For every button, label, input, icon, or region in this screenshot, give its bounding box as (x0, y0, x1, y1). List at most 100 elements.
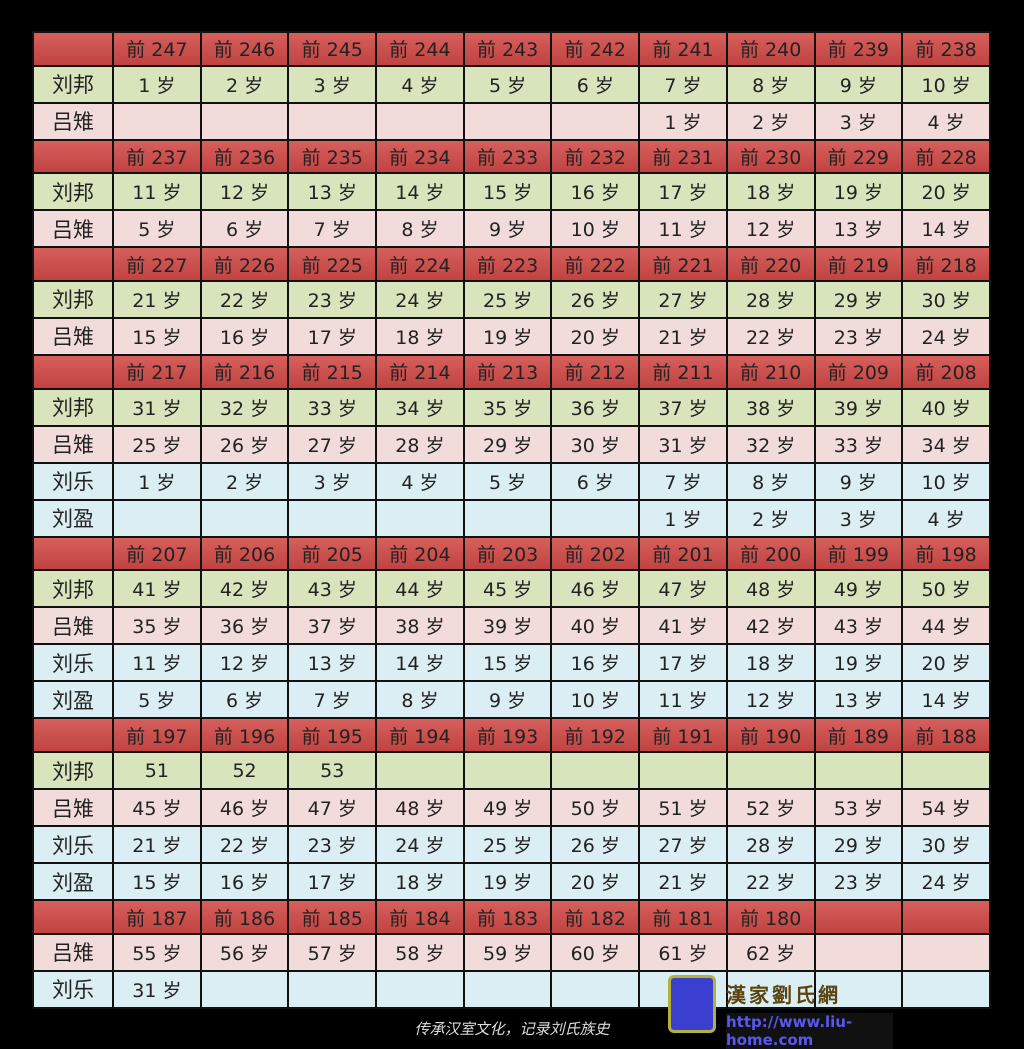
year-cell: 前 220 (725, 246, 816, 282)
age-cell: 43 岁 (287, 569, 378, 609)
age-cell: 13 岁 (287, 172, 378, 212)
age-cell: 1 岁 (638, 498, 728, 538)
year-cell: 前 235 (287, 138, 378, 175)
person-name-cell: 刘邦 (32, 279, 114, 319)
header-corner-cell (32, 138, 114, 175)
age-cell: 18 岁 (375, 316, 465, 356)
age-cell: 10 岁 (901, 461, 991, 501)
age-cell: 38 岁 (725, 387, 816, 427)
age-cell: 6 岁 (199, 680, 290, 720)
year-cell: 前 184 (375, 899, 465, 935)
age-cell: 16 岁 (199, 316, 290, 356)
person-row-liubang: 刘邦 31 岁 32 岁 33 岁 34 岁 35 岁 36 岁 37 岁 38 岁 39 岁 40… (32, 387, 991, 427)
year-cell: 前 187 (112, 899, 202, 935)
person-name-cell: 刘邦 (32, 387, 114, 427)
age-cell: 52 岁 (725, 788, 816, 828)
person-row-lvzhi: 吕雉 45 岁 46 岁 47 岁 48 岁 49 岁 50 岁 51 岁 52 岁 53 岁 54… (32, 788, 991, 828)
year-cell: 前 231 (638, 138, 728, 175)
age-cell: 10 岁 (901, 64, 991, 104)
person-row-liule: 刘乐 11 岁 12 岁 13 岁 14 岁 15 岁 16 岁 17 岁 18 岁 19 岁 20… (32, 643, 991, 683)
age-cell: 14 岁 (375, 643, 465, 683)
age-cell: 15 岁 (462, 643, 553, 683)
year-cell: 前 203 (462, 535, 553, 572)
year-cell: 前 208 (901, 353, 991, 390)
year-cell: 前 213 (462, 353, 553, 390)
table-body: 前 247 前 246 前 245 前 244 前 243 前 242 前 241 前 240… (32, 31, 991, 1010)
year-cell: 前 188 (901, 717, 991, 754)
person-name-cell: 吕雉 (32, 424, 114, 464)
age-cell: 22 岁 (199, 825, 290, 865)
age-cell: 29 岁 (813, 279, 904, 319)
age-cell: 1 岁 (112, 461, 202, 501)
age-cell: 18 岁 (375, 862, 465, 902)
year-cell: 前 215 (287, 353, 378, 390)
year-cell: 前 199 (813, 535, 904, 572)
age-cell (462, 101, 553, 141)
age-cell: 2 岁 (199, 461, 290, 501)
person-row-liule: 刘乐 31 岁 (32, 969, 991, 1010)
person-name-cell: 刘邦 (32, 569, 114, 609)
age-cell: 37 岁 (638, 387, 728, 427)
age-cell: 6 岁 (199, 209, 290, 249)
age-cell: 25 岁 (112, 424, 202, 464)
age-cell (199, 101, 290, 141)
age-cell: 5 岁 (112, 680, 202, 720)
age-cell (462, 498, 553, 538)
year-cell: 前 214 (375, 353, 465, 390)
age-cell: 22 岁 (199, 279, 290, 319)
header-corner-cell (32, 717, 114, 754)
age-cell: 28 岁 (725, 279, 816, 319)
year-cell: 前 245 (287, 31, 378, 67)
age-timeline-table: 前 247 前 246 前 245 前 244 前 243 前 242 前 241 前 240… (32, 31, 991, 1010)
age-cell: 34 岁 (901, 424, 991, 464)
age-cell: 26 岁 (550, 825, 641, 865)
person-name-cell: 刘乐 (32, 969, 114, 1010)
age-cell: 2 岁 (199, 64, 290, 104)
age-cell: 11 岁 (112, 643, 202, 683)
age-cell (287, 498, 378, 538)
person-name-cell: 刘邦 (32, 751, 114, 791)
age-cell (375, 498, 465, 538)
person-row-liubang: 刘邦 41 岁 42 岁 43 岁 44 岁 45 岁 46 岁 47 岁 48 岁 49 岁 50… (32, 569, 991, 609)
year-cell: 前 234 (375, 138, 465, 175)
age-cell: 44 岁 (901, 606, 991, 646)
age-cell: 44 岁 (375, 569, 465, 609)
age-cell: 42 岁 (199, 569, 290, 609)
age-cell: 11 岁 (638, 680, 728, 720)
year-cell: 前 206 (199, 535, 290, 572)
age-cell: 40 岁 (550, 606, 641, 646)
age-cell: 60 岁 (550, 932, 641, 972)
year-cell: 前 219 (813, 246, 904, 282)
age-cell: 53 岁 (813, 788, 904, 828)
age-cell: 32 岁 (199, 387, 290, 427)
age-cell: 9 岁 (462, 209, 553, 249)
age-cell: 24 岁 (375, 825, 465, 865)
year-cell: 前 200 (725, 535, 816, 572)
person-name-cell: 刘乐 (32, 825, 114, 865)
age-cell: 36 岁 (550, 387, 641, 427)
age-cell: 36 岁 (199, 606, 290, 646)
age-cell (462, 751, 553, 791)
age-cell: 61 岁 (638, 932, 728, 972)
age-cell: 59 岁 (462, 932, 553, 972)
age-cell: 34 岁 (375, 387, 465, 427)
age-cell (901, 932, 991, 972)
age-cell (901, 751, 991, 791)
age-cell: 7 岁 (287, 209, 378, 249)
age-cell (112, 101, 202, 141)
age-cell: 49 岁 (462, 788, 553, 828)
age-cell (813, 969, 904, 1010)
year-cell (901, 899, 991, 935)
year-cell: 前 181 (638, 899, 728, 935)
age-cell: 3 岁 (813, 101, 904, 141)
person-name-cell: 刘邦 (32, 172, 114, 212)
age-cell: 10 岁 (550, 209, 641, 249)
year-cell: 前 239 (813, 31, 904, 67)
age-cell: 12 岁 (199, 172, 290, 212)
header-corner-cell (32, 535, 114, 572)
age-cell: 21 岁 (112, 825, 202, 865)
age-cell: 12 岁 (725, 209, 816, 249)
age-cell (550, 969, 641, 1010)
age-cell: 28 岁 (375, 424, 465, 464)
